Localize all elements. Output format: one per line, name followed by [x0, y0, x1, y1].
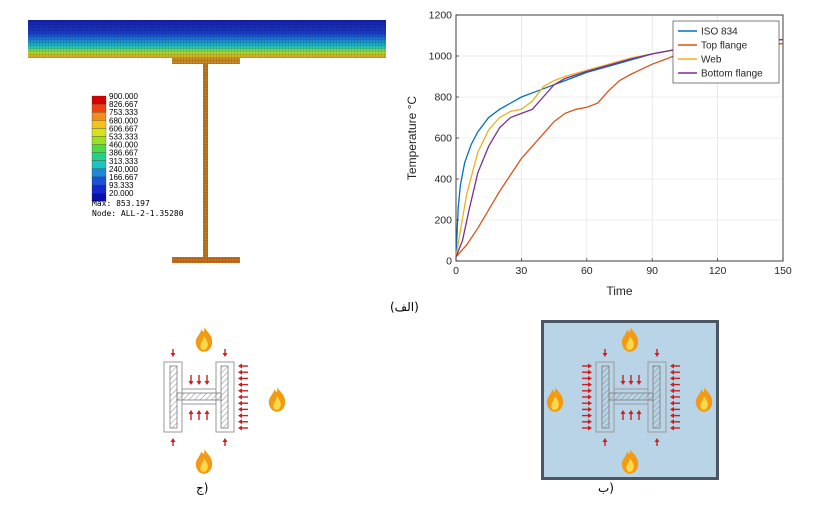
legend-value: 460.000 [109, 141, 138, 150]
legend-entry: Web [701, 55, 722, 66]
steel-section [595, 361, 667, 433]
legend-value: 606.667 [109, 124, 138, 133]
x-tick-label: 30 [516, 265, 528, 277]
legend-swatch [91, 95, 107, 105]
legend-swatch [91, 136, 107, 145]
fe-model-panel: 900.000 826.667 753.333 680.000 606.667 533.3… [0, 0, 400, 300]
y-tick-label: 200 [434, 215, 452, 227]
x-axis-label: Time [606, 284, 633, 298]
temperature-legend: 900.000826.667753.333680.000606.667533.3… [91, 92, 138, 202]
web-plate [608, 392, 654, 401]
chart-legend: ISO 834 Top flange Web Bottom flange [672, 20, 780, 84]
legend-swatch [91, 152, 107, 161]
y-tick-label: 0 [446, 256, 452, 268]
y-tick-label: 1000 [429, 51, 453, 63]
fire-exposure-four-side [541, 320, 719, 480]
legend-swatch [91, 176, 107, 186]
legend-swatch [91, 184, 107, 194]
legend-value: 826.667 [109, 100, 138, 109]
x-tick-label: 120 [709, 265, 727, 277]
flame-icon [621, 327, 639, 352]
steel-section [163, 361, 235, 433]
caption-jim: (ج [196, 481, 209, 495]
legend-swatch [91, 103, 107, 113]
legend-entry: Top flange [701, 41, 748, 52]
y-tick-label: 400 [434, 174, 452, 186]
temperature-chart-svg: 0 30 60 90 120 150 0 200 400 600 800 1000 1200 Time Te… [405, 10, 792, 299]
legend-swatch [91, 168, 107, 178]
y-axis-label: Temperature °C [405, 96, 419, 180]
legend-value: 386.667 [109, 149, 138, 158]
caption-alef: (الف) [390, 300, 419, 314]
right-flange [652, 365, 661, 429]
legend-value: 93.333 [109, 181, 134, 190]
legend-entry: Bottom flange [701, 69, 763, 80]
left-flange [601, 365, 610, 429]
right-flange [220, 365, 229, 429]
flame-icon [546, 387, 564, 412]
left-flange [169, 365, 178, 429]
legend-swatch [91, 160, 107, 170]
temperature-chart: 0 30 60 90 120 150 0 200 400 600 800 1000 1200 Time Te… [400, 0, 813, 305]
legend-swatch [91, 112, 107, 121]
legend-value: 20.000 [109, 189, 134, 198]
legend-value: 900.000 [109, 92, 138, 101]
diagram-three-side-svg [163, 327, 286, 474]
x-tick-label: 60 [581, 265, 593, 277]
flame-icon [621, 449, 639, 474]
fe-model-figure: 900.000826.667753.333680.000606.667533.3… [28, 20, 386, 263]
x-tick-label: 150 [774, 265, 792, 277]
flame-icon [268, 387, 286, 412]
legend-value: 680.000 [109, 116, 138, 125]
fire-exposure-three-side [150, 320, 300, 480]
web-plate [176, 392, 222, 401]
diagram-four-side-svg [541, 320, 719, 480]
y-tick-label: 600 [434, 133, 452, 145]
legend-value: 753.333 [109, 108, 138, 117]
flame-icon [195, 449, 213, 474]
legend-value: 313.333 [109, 157, 138, 166]
legend-swatch [91, 128, 107, 137]
legend-value: 533.333 [109, 133, 138, 142]
plot-frame [455, 14, 784, 262]
flame-icon [695, 387, 713, 412]
legend-swatch [91, 120, 107, 129]
flame-icon [195, 327, 213, 352]
node-text: Node: ALL-2-1.35280 [92, 209, 184, 218]
caption-be: (ب [598, 481, 614, 495]
max-value-text: Max: 853.197 [92, 199, 150, 208]
legend-value: 166.667 [109, 173, 138, 182]
x-tick-label: 90 [646, 265, 658, 277]
legend-value: 240.000 [109, 165, 138, 174]
legend-swatch [91, 193, 107, 202]
y-tick-label: 1200 [429, 10, 453, 22]
legend-swatch [91, 144, 107, 153]
y-tick-label: 800 [434, 92, 452, 104]
x-tick-label: 0 [453, 265, 459, 277]
legend-entry: ISO 834 [701, 27, 738, 38]
